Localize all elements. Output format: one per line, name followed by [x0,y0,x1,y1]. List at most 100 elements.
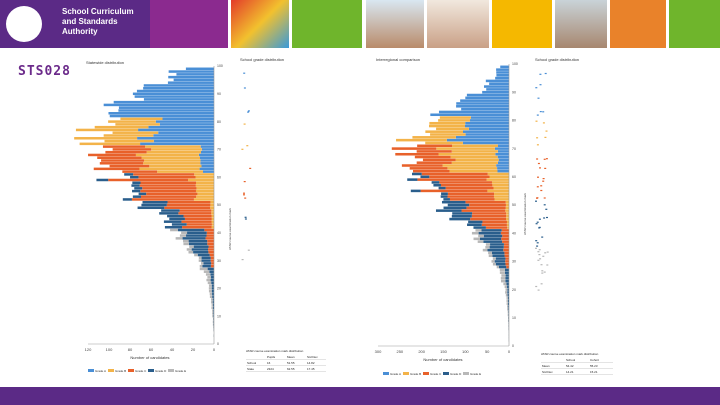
bar-grade-a-74 [455,136,509,139]
grade-dot [537,162,540,165]
bar-grade-d-42 [473,226,486,229]
bar-grade-c-61 [421,172,488,176]
bar-grade-d-37 [483,240,503,243]
grade-dot [535,247,537,249]
bar-grade-c-41 [501,229,509,232]
authority-logo[interactable]: School Curriculum and Standards Authorit… [0,0,150,48]
bar-grade-b-51 [505,200,509,204]
bar-grade-e-25 [501,274,506,277]
bar-grade-d-60 [130,175,139,179]
bar-grade-b-56 [493,186,509,190]
bar-grade-e-18 [209,292,213,296]
bar-grade-d-35 [489,246,504,249]
bar-grade-b-63 [139,167,200,171]
bar-grade-d-24 [505,277,509,280]
bar-grade-c-51 [167,200,211,204]
bar-grade-b-55 [195,189,214,193]
bar-grade-c-43 [481,223,507,227]
bar-grade-c-56 [445,186,494,190]
bar-grade-d-32 [197,253,210,257]
bar-grade-d-43 [467,223,482,227]
bar-grade-d-44 [163,220,182,223]
legend-swatch-grade-c [423,372,429,375]
bar-grade-d-13 [212,306,214,310]
bar-grade-e-31 [198,256,202,260]
y-tick-label: 70 [512,147,516,151]
bar-grade-e-19 [208,289,212,293]
y-tick-label: 60 [217,175,221,179]
bar-grade-e-10 [212,314,214,318]
bar-grade-b-53 [493,195,509,198]
bar-grade-a-93 [143,84,214,87]
bar-grade-e-17 [506,296,508,300]
bar-grade-a-96 [496,74,509,77]
statewide-x-label: Number of candidates [130,355,169,360]
grade-dot [541,270,544,272]
green-tile-right [669,0,720,48]
grade-dot [546,264,549,266]
bar-grade-d-24 [211,276,214,279]
bar-grade-d-41 [177,228,205,232]
charts-area: Statewide distribution 10090807060504030… [74,57,613,376]
bar-grade-a-92 [484,85,509,88]
bar-grade-c-40 [500,231,509,235]
bar-grade-a-95 [495,76,509,80]
bar-grade-d-29 [203,262,212,265]
bar-grade-c-43 [186,223,212,226]
bar-grade-c-35 [503,246,509,249]
bar-grade-e-38 [473,237,480,241]
bar-grade-b-47 [211,212,214,215]
table-cell: 14.82 [307,361,315,365]
bar-grade-b-64 [149,164,202,168]
bar-grade-b-50 [505,203,509,207]
bar-grade-a-85 [456,105,509,108]
bar-grade-a-72 [140,142,214,146]
bar-grade-b-80 [438,119,471,122]
x-tick-label: 300 [375,349,382,354]
bar-grade-c-36 [207,242,214,246]
bar-grade-e-9 [212,317,214,321]
bar-grade-a-66 [200,159,214,162]
bar-grade-c-65 [416,161,452,164]
y-tick-label: 60 [512,175,516,179]
bar-grade-a-75 [153,134,214,137]
bar-grade-d-58 [132,181,141,185]
legend-label: Grade A [390,372,401,376]
bar-grade-c-58 [140,181,197,185]
grade-dot [243,72,246,74]
bar-grade-b-46 [506,215,509,218]
bar-grade-a-82 [109,114,214,118]
bar-grade-b-60 [489,175,509,179]
bar-grade-a-94 [167,81,214,84]
bar-grade-c-47 [472,212,507,215]
bar-grade-c-61 [133,173,195,176]
bar-grade-c-59 [108,178,189,182]
x-tick-label: 100 [106,347,113,352]
grade-dot [539,111,542,113]
bar-grade-c-54 [447,192,495,195]
bar-grade-c-45 [470,217,507,221]
bar-grade-d-47 [452,212,473,215]
bar-grade-d-57 [131,184,140,187]
bar-grade-d-40 [478,231,501,235]
bar-grade-a-71 [497,144,509,148]
grade-dot [544,167,547,169]
grade-dot [539,84,542,86]
bar-grade-b-48 [211,209,214,212]
statewide-bars [74,67,214,337]
bar-grade-e-29 [492,262,496,266]
bar-grade-a-84 [118,109,214,112]
interregional-bars [391,65,509,342]
y-tick-label: 100 [217,64,223,68]
legend-label: Grade C [430,372,442,376]
legend-label: Grade C [135,369,147,373]
table-cell: 14.21 [566,370,574,374]
y-tick-label: 40 [217,231,221,235]
bar-grade-a-80 [470,119,509,122]
bar-grade-a-75 [465,133,509,136]
bar-grade-c-40 [206,231,214,235]
bar-grade-c-64 [109,164,150,168]
bar-grade-e-27 [199,267,208,271]
bar-grade-a-69 [497,150,509,153]
